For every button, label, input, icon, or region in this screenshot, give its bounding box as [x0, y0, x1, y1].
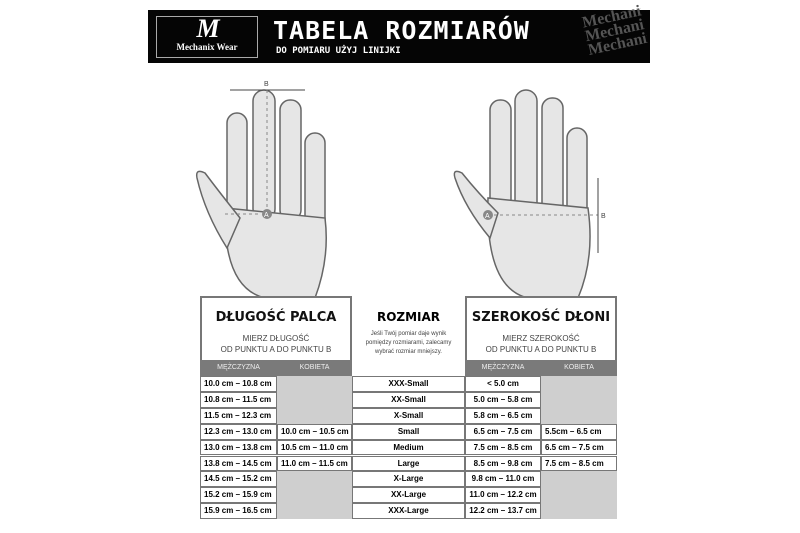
empty-cell-block [277, 376, 352, 424]
table-cell-size: XX-Large [352, 487, 465, 504]
palm-men-header: MĘŻCZYZNA [465, 360, 541, 376]
table-cell-size: Medium [352, 439, 465, 456]
size-title: ROZMIAR [376, 310, 441, 324]
table-cell-palm-men: 12.2 cm – 13.7 cm [465, 503, 541, 520]
palm-instruction-1: MIERZ SZEROKOŚĆ [502, 334, 580, 343]
finger-length-hand-diagram: A B [195, 81, 327, 298]
table-cell-finger-women: 11.0 cm – 11.5 cm [277, 455, 352, 472]
palm-width-title: SZEROKOŚĆ DŁONI [471, 310, 611, 325]
table-cell-finger-men: 10.0 cm – 10.8 cm [200, 376, 277, 392]
palm-width-hand-diagram: A B [453, 89, 606, 298]
point-b-label: B [264, 81, 269, 88]
finger-length-title: DŁUGOŚĆ PALCA [215, 310, 337, 325]
logo-text: Mechanix Wear [176, 42, 238, 52]
finger-men-header: MĘŻCZYZNA [200, 360, 277, 376]
table-cell-finger-men: 11.5 cm – 12.3 cm [200, 407, 277, 424]
table-cell-finger-men: 15.9 cm – 16.5 cm [200, 503, 277, 520]
palm-women-header: KOBIETA [541, 360, 617, 376]
page-subtitle: DO POMIARU UŻYJ LINIJKI [276, 46, 401, 56]
table-cell-size: XXX-Small [352, 376, 465, 392]
point-a-label: A [264, 212, 269, 219]
finger-length-header: DŁUGOŚĆ PALCA MIERZ DŁUGOŚĆ OD PUNKTU A … [200, 296, 352, 362]
empty-cell-block [277, 471, 352, 520]
table-cell-palm-men: < 5.0 cm [465, 376, 541, 392]
table-cell-finger-men: 15.2 cm – 15.9 cm [200, 487, 277, 504]
table-cell-size: X-Large [352, 471, 465, 488]
watermark: Mechanix Mechanix Mechanix [581, 4, 651, 59]
table-cell-finger-men: 13.0 cm – 13.8 cm [200, 439, 277, 456]
table-cell-size: Large [352, 455, 465, 472]
table-cell-size: XX-Small [352, 391, 465, 408]
table-cell-finger-men: 13.8 cm – 14.5 cm [200, 455, 277, 472]
palm-instruction-2: OD PUNKTU A DO PUNKTU B [485, 345, 597, 354]
finger-instruction-2: OD PUNKTU A DO PUNKTU B [220, 345, 332, 354]
table-cell-palm-women: 5.5cm – 6.5 cm [541, 423, 617, 440]
mechanix-logo: M Mechanix Wear [156, 16, 258, 58]
table-cell-palm-men: 5.8 cm – 6.5 cm [465, 407, 541, 424]
table-cell-palm-women: 7.5 cm – 8.5 cm [541, 455, 617, 472]
page-title: TABELA ROZMIARÓW [273, 16, 530, 45]
table-cell-finger-women: 10.0 cm – 10.5 cm [277, 423, 352, 440]
point-a-label: A [485, 213, 490, 220]
table-cell-palm-women: 6.5 cm – 7.5 cm [541, 439, 617, 456]
table-cell-finger-men: 14.5 cm – 15.2 cm [200, 471, 277, 488]
table-cell-palm-men: 9.8 cm – 11.0 cm [465, 471, 541, 488]
point-b-label: B [601, 213, 606, 220]
finger-women-header: KOBIETA [277, 360, 352, 376]
table-cell-finger-men: 10.8 cm – 11.5 cm [200, 391, 277, 408]
table-cell-finger-men: 12.3 cm – 13.0 cm [200, 423, 277, 440]
table-cell-palm-men: 11.0 cm – 12.2 cm [465, 487, 541, 504]
table-cell-finger-women: 10.5 cm – 11.0 cm [277, 439, 352, 456]
table-cell-size: XXX-Large [352, 503, 465, 520]
table-cell-palm-men: 5.0 cm – 5.8 cm [465, 391, 541, 408]
m-logo-icon: M [196, 14, 219, 43]
size-note: Jeśli Twój pomiar daje wynik pomiędzy ro… [365, 331, 452, 355]
empty-cell-block [541, 376, 617, 424]
table-cell-size: Small [352, 423, 465, 440]
finger-instruction-1: MIERZ DŁUGOŚĆ [242, 334, 310, 343]
palm-width-header: SZEROKOŚĆ DŁONI MIERZ SZEROKOŚĆ OD PUNKT… [465, 296, 617, 362]
table-cell-size: X-Small [352, 407, 465, 424]
size-header: ROZMIAR Jeśli Twój pomiar daje wynik pom… [352, 296, 465, 376]
table-cell-palm-men: 6.5 cm – 7.5 cm [465, 423, 541, 440]
table-cell-palm-men: 8.5 cm – 9.8 cm [465, 455, 541, 472]
header-banner: M Mechanix Wear TABELA ROZMIARÓW DO POMI… [148, 4, 651, 63]
table-cell-palm-men: 7.5 cm – 8.5 cm [465, 439, 541, 456]
empty-cell-block [541, 471, 617, 520]
